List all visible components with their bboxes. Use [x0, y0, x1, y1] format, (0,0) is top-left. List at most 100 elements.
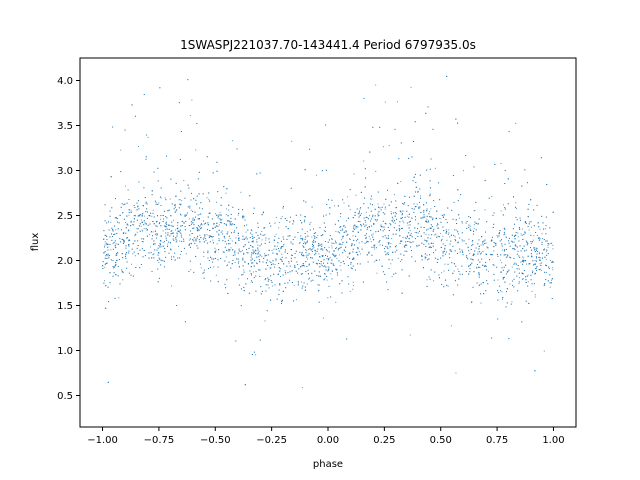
data-point — [271, 281, 273, 283]
data-point — [180, 232, 182, 234]
data-point — [328, 285, 330, 287]
data-point — [179, 203, 181, 205]
data-point — [162, 245, 164, 247]
data-point — [244, 261, 246, 263]
data-point — [213, 223, 215, 225]
data-point — [176, 233, 178, 235]
data-point — [325, 169, 327, 171]
data-point — [550, 279, 552, 281]
data-point — [159, 258, 161, 260]
data-point — [434, 205, 436, 207]
data-point — [541, 233, 543, 235]
data-point — [212, 172, 214, 174]
data-point — [319, 275, 321, 277]
data-point — [452, 218, 454, 220]
data-point — [343, 232, 345, 234]
data-point — [356, 251, 358, 253]
data-point — [219, 211, 221, 213]
data-point — [250, 266, 252, 268]
data-point — [202, 220, 204, 222]
data-point — [317, 259, 319, 261]
data-point — [301, 255, 303, 257]
data-point — [459, 251, 461, 253]
data-point — [368, 251, 370, 253]
data-point — [387, 237, 389, 239]
data-point — [547, 280, 549, 282]
data-point — [160, 235, 162, 237]
data-point — [228, 249, 230, 251]
data-point — [249, 237, 251, 239]
data-point — [308, 253, 310, 255]
data-point — [147, 136, 149, 138]
data-point — [450, 250, 452, 252]
data-point — [337, 205, 339, 207]
data-point — [177, 245, 179, 247]
data-point — [134, 207, 136, 209]
data-point — [391, 276, 393, 278]
data-point — [502, 214, 504, 216]
data-point — [441, 283, 443, 285]
data-point — [180, 250, 182, 252]
data-point — [270, 262, 272, 264]
data-point — [501, 239, 502, 241]
data-point — [518, 277, 520, 279]
data-point — [253, 265, 255, 267]
data-point — [323, 230, 325, 232]
data-point — [514, 235, 516, 237]
data-point — [263, 234, 265, 236]
data-point — [193, 237, 195, 239]
data-point — [503, 204, 505, 206]
data-point — [339, 232, 341, 234]
data-point — [214, 226, 216, 228]
data-point — [267, 254, 269, 256]
data-point — [190, 242, 192, 244]
data-point — [409, 334, 411, 336]
data-point — [426, 240, 428, 242]
data-point — [194, 219, 195, 221]
data-point — [430, 246, 432, 248]
data-point — [157, 215, 159, 217]
data-point — [128, 250, 130, 252]
data-point — [176, 240, 178, 242]
data-point — [530, 274, 532, 276]
data-point — [185, 214, 187, 216]
data-point — [480, 283, 482, 285]
data-point — [268, 279, 270, 281]
data-point — [334, 255, 336, 257]
data-point — [397, 257, 399, 259]
data-point — [386, 246, 388, 248]
data-point — [414, 121, 416, 123]
data-point — [515, 263, 517, 265]
data-point — [116, 221, 118, 223]
data-point — [236, 227, 238, 229]
data-point — [503, 254, 505, 256]
data-point — [403, 254, 405, 256]
data-point — [309, 229, 311, 231]
data-point — [234, 218, 236, 220]
data-point — [142, 230, 144, 232]
data-point — [217, 215, 219, 217]
data-point — [231, 224, 233, 226]
data-point — [112, 259, 114, 261]
data-point — [184, 229, 186, 231]
data-point — [348, 283, 350, 285]
data-point — [191, 192, 193, 194]
data-point — [307, 235, 309, 237]
data-point — [423, 211, 425, 213]
data-point — [111, 207, 113, 209]
data-point — [216, 225, 218, 227]
data-point — [524, 222, 526, 224]
data-point — [326, 275, 328, 277]
data-point — [382, 220, 384, 222]
data-point — [465, 155, 467, 157]
data-point — [473, 210, 475, 212]
data-point — [153, 171, 155, 173]
data-point — [519, 245, 521, 247]
data-point — [446, 251, 447, 253]
data-point — [362, 281, 364, 283]
data-point — [232, 249, 234, 251]
data-point — [390, 201, 392, 203]
data-point — [392, 220, 394, 222]
data-point — [522, 273, 524, 275]
data-point — [521, 278, 523, 280]
